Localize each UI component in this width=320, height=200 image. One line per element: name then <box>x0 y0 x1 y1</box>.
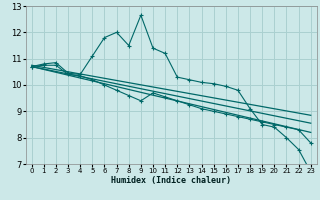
X-axis label: Humidex (Indice chaleur): Humidex (Indice chaleur) <box>111 176 231 185</box>
